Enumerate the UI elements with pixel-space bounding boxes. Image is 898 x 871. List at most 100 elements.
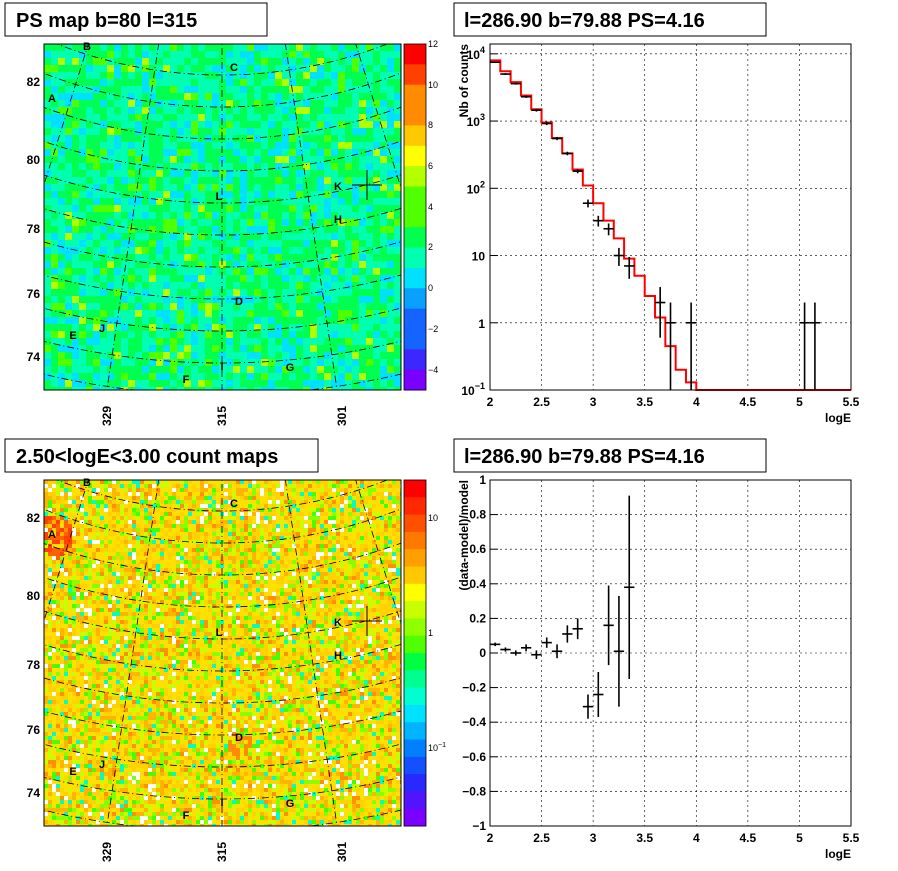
residual-data-point-4 [531, 650, 542, 660]
residual-xtick-2.5: 2.5 [533, 831, 550, 845]
count-map-ytick-76: 76 [27, 723, 41, 737]
spectrum-data-point-6 [551, 136, 563, 141]
spectrum-ytick-0: 104 [467, 45, 485, 62]
spectrum-x-ticks: 2 2.5 3 3.5 4 4.5 5 5.5 [487, 395, 860, 409]
residual-xtick-2: 2 [487, 831, 494, 845]
spectrum-data-point-2 [510, 82, 521, 85]
source-label-H: H [334, 650, 342, 662]
residual-data-point-0 [490, 642, 501, 647]
spectrum-data-point-9 [582, 199, 594, 208]
ps-map-x-ticks: 329 315 301 [100, 406, 349, 426]
source-label-G: G [286, 362, 295, 374]
spectrum-panel: l=286.90 b=79.88 PS=4.16 10410310210110−… [453, 2, 860, 425]
residual-ytick-8: −0.6 [462, 750, 486, 764]
spectrum-data-point-15 [665, 302, 676, 390]
ps-map-ytick-82: 82 [27, 75, 41, 89]
ps-map-xtick-0: 329 [100, 406, 114, 426]
sky-grid-parallel-7 [44, 274, 401, 300]
residual-xtick-3: 3 [590, 831, 597, 845]
count-map-colorbar-tick-2: 10−1 [428, 742, 446, 753]
ps-map-y-ticks: 82 80 78 76 74 [27, 75, 41, 364]
source-label-B: B [83, 477, 91, 489]
count-map-ytick-80: 80 [27, 589, 41, 603]
source-label-A: A [48, 529, 56, 541]
sky-grid-meridian-4 [284, 44, 338, 390]
ps-map-cells [44, 44, 401, 390]
ps-map-xtick-2: 301 [335, 406, 349, 426]
source-label-E: E [69, 330, 76, 342]
residual-ytick-2: 0.6 [469, 542, 486, 556]
spectrum-xtick-5: 5 [796, 395, 803, 409]
sky-grid-parallel-0 [55, 44, 389, 76]
sky-grid-meridian-5 [355, 44, 401, 190]
residual-y-ticks: 1 0.8 0.6 0.4 0.2 0 −0.2 −0.4 −0.6 −0.8 −1 [462, 473, 498, 833]
count-map-cells [44, 480, 401, 826]
source-label-L: L [216, 191, 223, 203]
count-map-colorbar-tick-1: 1 [428, 628, 433, 638]
ps-map-ytick-74: 74 [27, 350, 41, 364]
source-label-B: B [83, 41, 91, 53]
spectrum-ytick-4: 1 [478, 317, 485, 331]
count-map-source-marker [352, 606, 382, 636]
ps-map-source-marker [352, 170, 382, 200]
spectrum-xtick-5.5: 5.5 [843, 395, 860, 409]
spectrum-x-label: logE [825, 411, 851, 425]
count-map-ytick-82: 82 [27, 511, 41, 525]
ps-map-colorbar-tick-4: 4 [428, 202, 433, 212]
spectrum-xtick-2: 2 [487, 395, 494, 409]
residual-ytick-5: 0 [479, 646, 486, 660]
ps-map-frame [43, 43, 402, 391]
spectrum-data-point-4 [531, 108, 542, 112]
ps-map-title: PS map b=80 l=315 [16, 10, 197, 32]
source-label-J: J [99, 323, 105, 335]
ps-map-ytick-78: 78 [27, 222, 41, 236]
residual-data-point-5 [541, 637, 552, 648]
residual-title: l=286.90 b=79.88 PS=4.16 [464, 446, 705, 468]
residual-ytick-1: 0.8 [469, 508, 486, 522]
source-label-K: K [334, 617, 342, 629]
ps-map-colorbar-tick-8: −4 [428, 365, 438, 375]
spectrum-title: l=286.90 b=79.88 PS=4.16 [464, 10, 705, 32]
spectrum-data-point-5 [541, 121, 552, 126]
residual-ytick-0: 1 [479, 473, 486, 487]
spectrum-data-point-7 [562, 151, 573, 156]
residual-x-label: logE [825, 847, 851, 861]
spectrum-data-point-18 [809, 302, 821, 390]
spectrum-data-points [490, 61, 821, 390]
source-label-F: F [183, 810, 190, 822]
source-label-H: H [334, 214, 342, 226]
count-map-colorbar: 10 1 10−1 [403, 479, 446, 827]
residual-ytick-4: 0.2 [469, 611, 486, 625]
count-map-frame [43, 479, 402, 827]
ps-map-ytick-80: 80 [27, 153, 41, 167]
source-label-F: F [183, 374, 190, 386]
residual-ytick-9: −0.8 [462, 784, 486, 798]
spectrum-data-point-16 [685, 302, 697, 390]
residual-xtick-3.5: 3.5 [636, 831, 653, 845]
residual-ytick-6: −0.2 [462, 681, 486, 695]
spectrum-ytick-5: 10−1 [461, 381, 485, 398]
spectrum-xtick-3: 3 [590, 395, 597, 409]
spectrum-xtick-2.5: 2.5 [533, 395, 550, 409]
count-map-xtick-2: 301 [335, 842, 349, 862]
source-label-A: A [48, 93, 56, 105]
count-map-xtick-0: 329 [100, 842, 114, 862]
sky-grid-meridian-5 [355, 480, 401, 626]
count-map-xtick-1: 315 [215, 842, 229, 862]
residual-data-point-8 [572, 618, 583, 640]
count-map-title: 2.50<logE<3.00 count maps [16, 446, 278, 468]
source-label-K: K [334, 181, 342, 193]
ps-map-sky-grid [0, 0, 401, 390]
spectrum-xtick-4: 4 [693, 395, 700, 409]
ps-map-colorbar-tick-3: 6 [428, 161, 433, 171]
spectrum-data-point-8 [572, 169, 583, 174]
residual-data-point-10 [593, 672, 604, 718]
residual-data-point-11 [603, 585, 614, 666]
sky-grid-meridian-0 [0, 0, 47, 357]
count-map-ytick-74: 74 [27, 786, 41, 800]
source-label-C: C [230, 62, 238, 74]
spectrum-xtick-4.5: 4.5 [740, 395, 757, 409]
residual-data-points [490, 495, 635, 719]
count-map-title-box [4, 438, 319, 473]
